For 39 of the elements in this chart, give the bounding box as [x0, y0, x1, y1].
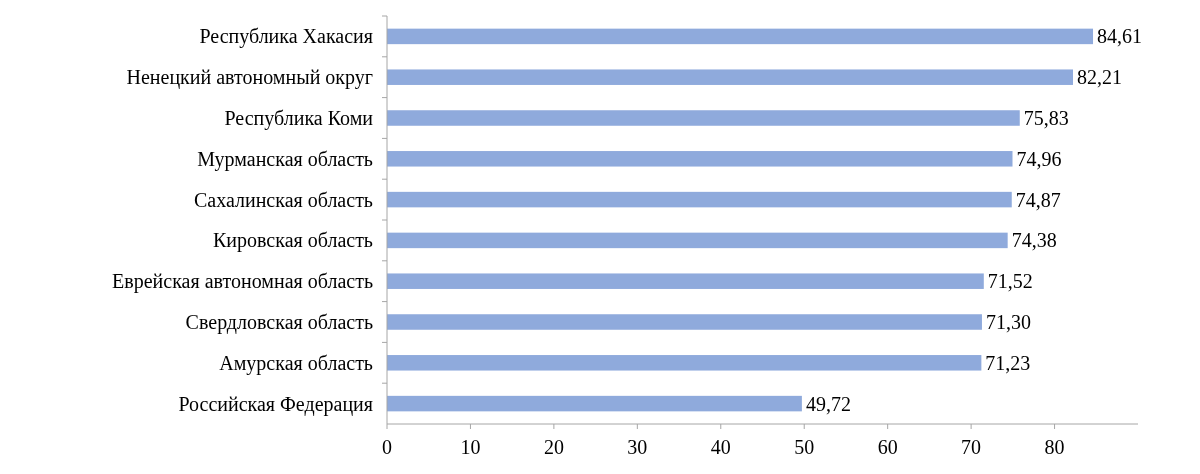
bar: [387, 151, 1013, 167]
x-tick-label: 50: [794, 436, 815, 458]
x-tick-label: 40: [710, 436, 731, 458]
data-label: 75,83: [1023, 107, 1069, 129]
x-tick-label: 0: [382, 436, 392, 458]
data-label: 71,30: [985, 311, 1031, 333]
bar: [387, 355, 982, 371]
y-tick-label: Ненецкий автономный округ: [126, 66, 373, 90]
data-label: 71,23: [985, 351, 1031, 374]
data-label: 84,61: [1097, 25, 1143, 48]
bar: [387, 191, 1012, 208]
y-tick-label: Еврейская автономная область: [112, 270, 373, 294]
y-tick-label: Сахалинская область: [193, 188, 373, 211]
x-tick-label: 70: [961, 436, 982, 458]
y-tick-label: Кировская область: [212, 229, 373, 253]
bar: [387, 232, 1008, 249]
x-tick-label: 10: [460, 436, 481, 458]
y-tick-label: Республика Хакасия: [199, 25, 373, 49]
data-label: 74,38: [1011, 229, 1057, 252]
bar: [387, 110, 1020, 126]
y-tick-label: Российская Федерация: [178, 392, 373, 416]
y-tick-label: Свердловская область: [185, 311, 373, 334]
x-tick-label: 60: [877, 436, 898, 458]
data-label: 71,52: [987, 270, 1033, 293]
bar: [387, 273, 984, 289]
bar: [387, 395, 802, 412]
x-tick-label: 30: [627, 436, 648, 458]
data-label: 74,87: [1015, 188, 1061, 211]
bar: [387, 69, 1073, 85]
x-tick-label: 20: [543, 436, 564, 458]
bar: [387, 314, 982, 330]
bar: [387, 28, 1094, 45]
y-tick-label: Мурманская область: [197, 147, 373, 171]
y-tick-label: Амурская область: [219, 351, 373, 375]
y-tick-label: Республика Коми: [224, 107, 374, 130]
data-label: 49,72: [805, 392, 851, 415]
x-tick-label: 80: [1044, 436, 1065, 458]
data-label: 82,21: [1077, 66, 1122, 89]
data-label: 74,96: [1016, 147, 1062, 170]
